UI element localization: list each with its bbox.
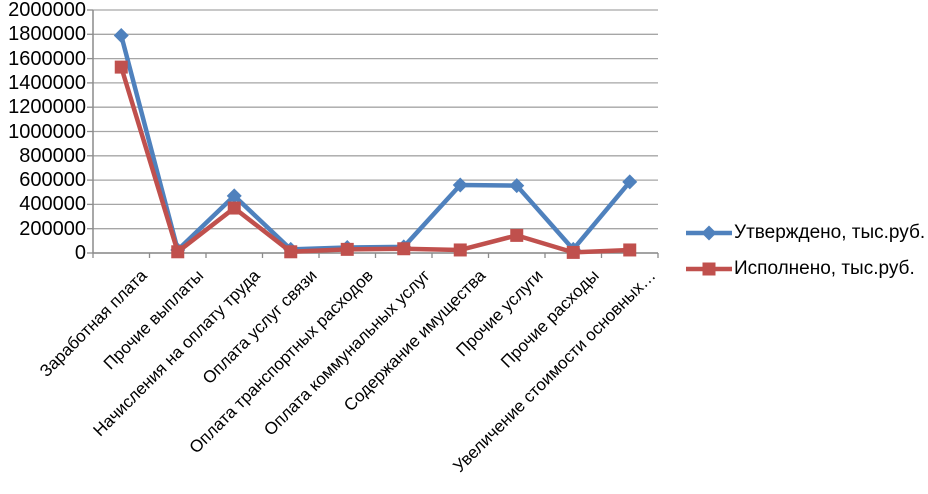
legend-marker-shape: [702, 262, 716, 276]
y-tick-label: 200000: [19, 217, 86, 240]
y-tick-label: 2000000: [8, 0, 86, 21]
data-point-1-2: [227, 201, 241, 215]
y-tick-label: 600000: [19, 169, 86, 192]
legend-label: Утверждено, тыс.руб.: [734, 222, 926, 243]
data-point-1-5: [397, 242, 411, 256]
y-tick-label: 400000: [19, 193, 86, 216]
y-tick-label: 1200000: [8, 96, 86, 119]
data-point-1-6: [453, 243, 467, 257]
legend-item-approved: Утверждено, тыс.руб.: [686, 221, 925, 245]
data-point-1-7: [510, 228, 524, 242]
data-point-0-0: [113, 28, 129, 44]
data-point-1-4: [340, 242, 354, 256]
legend: Утверждено, тыс.руб. Исполнено, тыс.руб.: [686, 221, 925, 293]
y-tick-label: 1400000: [8, 71, 86, 94]
data-point-1-3: [284, 245, 298, 259]
y-tick-label: 0: [74, 242, 86, 264]
legend-label: Исполнено, тыс.руб.: [734, 258, 915, 279]
y-tick-label: 1800000: [8, 23, 86, 46]
y-tick-label: 800000: [19, 144, 86, 167]
series-line-1: [119, 64, 632, 255]
data-point-0-6: [452, 177, 468, 193]
y-tick-label: 1000000: [8, 120, 86, 143]
y-tick-label: 1600000: [8, 47, 86, 70]
data-point-0-2: [226, 188, 242, 204]
legend-marker-shape: [701, 225, 717, 241]
data-point-0-9: [622, 174, 638, 190]
legend-line-diamond-icon: [686, 225, 732, 241]
series-line-0: [119, 33, 632, 253]
data-point-1-8: [566, 245, 580, 259]
data-point-0-7: [509, 178, 525, 194]
legend-item-executed: Исполнено, тыс.руб.: [686, 257, 925, 281]
data-point-1-0: [114, 60, 128, 74]
legend-line-square-icon: [686, 262, 732, 276]
data-point-1-9: [623, 243, 637, 257]
data-point-1-1: [171, 245, 185, 259]
